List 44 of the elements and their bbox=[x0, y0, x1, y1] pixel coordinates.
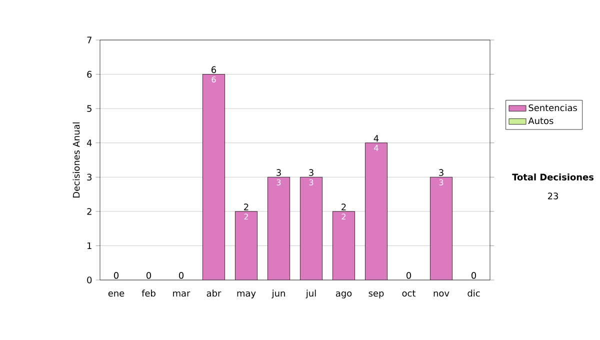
legend-label: Autos bbox=[528, 117, 554, 124]
x-tick-label: sep bbox=[368, 291, 384, 298]
total-label: 2 bbox=[244, 204, 248, 210]
x-tick-label: mar bbox=[173, 291, 190, 297]
total-label: 0 bbox=[114, 272, 119, 279]
x-tick-label: ene bbox=[108, 291, 124, 297]
total-label: 3 bbox=[276, 169, 281, 176]
bar bbox=[268, 176, 290, 280]
text: 23 bbox=[548, 192, 558, 200]
total-label: 4 bbox=[374, 135, 379, 142]
bar bbox=[365, 142, 388, 280]
y-tick-label: 3 bbox=[87, 174, 92, 181]
bar bbox=[235, 211, 258, 280]
y-tick-label: 2 bbox=[87, 208, 92, 215]
y-tick-label: 4 bbox=[86, 140, 92, 146]
total-label: 3 bbox=[309, 169, 314, 176]
y-tick-label: 5 bbox=[87, 105, 92, 112]
total-label: 0 bbox=[179, 272, 184, 279]
x-tick-label: dic bbox=[468, 290, 480, 297]
x-tick-label: ago bbox=[336, 291, 352, 298]
bar bbox=[202, 74, 226, 280]
x-tick-label: nov bbox=[434, 291, 450, 297]
text: Total Decisiones bbox=[512, 174, 594, 180]
total-label: 0 bbox=[406, 272, 412, 279]
x-tick-label: oct bbox=[402, 290, 416, 297]
x-tick-label: jul bbox=[306, 290, 316, 298]
bar bbox=[430, 176, 453, 280]
y-axis-title: Decisiones Anual bbox=[72, 122, 80, 198]
legend-label: Sentencias bbox=[528, 104, 577, 112]
x-tick-label: jun bbox=[272, 290, 285, 298]
total-label: 0 bbox=[472, 272, 476, 279]
y-tick-label: 1 bbox=[88, 242, 92, 249]
total-label: 6 bbox=[212, 66, 216, 74]
x-tick-label: abr bbox=[206, 290, 222, 297]
y-tick-label: 7 bbox=[87, 36, 92, 44]
total-label: 0 bbox=[146, 272, 152, 279]
x-tick-label: feb bbox=[142, 290, 156, 297]
x-tick-label: may bbox=[237, 291, 256, 298]
total-label: 2 bbox=[342, 204, 346, 210]
total-label: 3 bbox=[439, 169, 444, 176]
bar bbox=[300, 176, 323, 280]
y-tick-label: 6 bbox=[87, 70, 92, 78]
y-tick-label: 0 bbox=[87, 276, 92, 284]
bar bbox=[332, 211, 356, 280]
